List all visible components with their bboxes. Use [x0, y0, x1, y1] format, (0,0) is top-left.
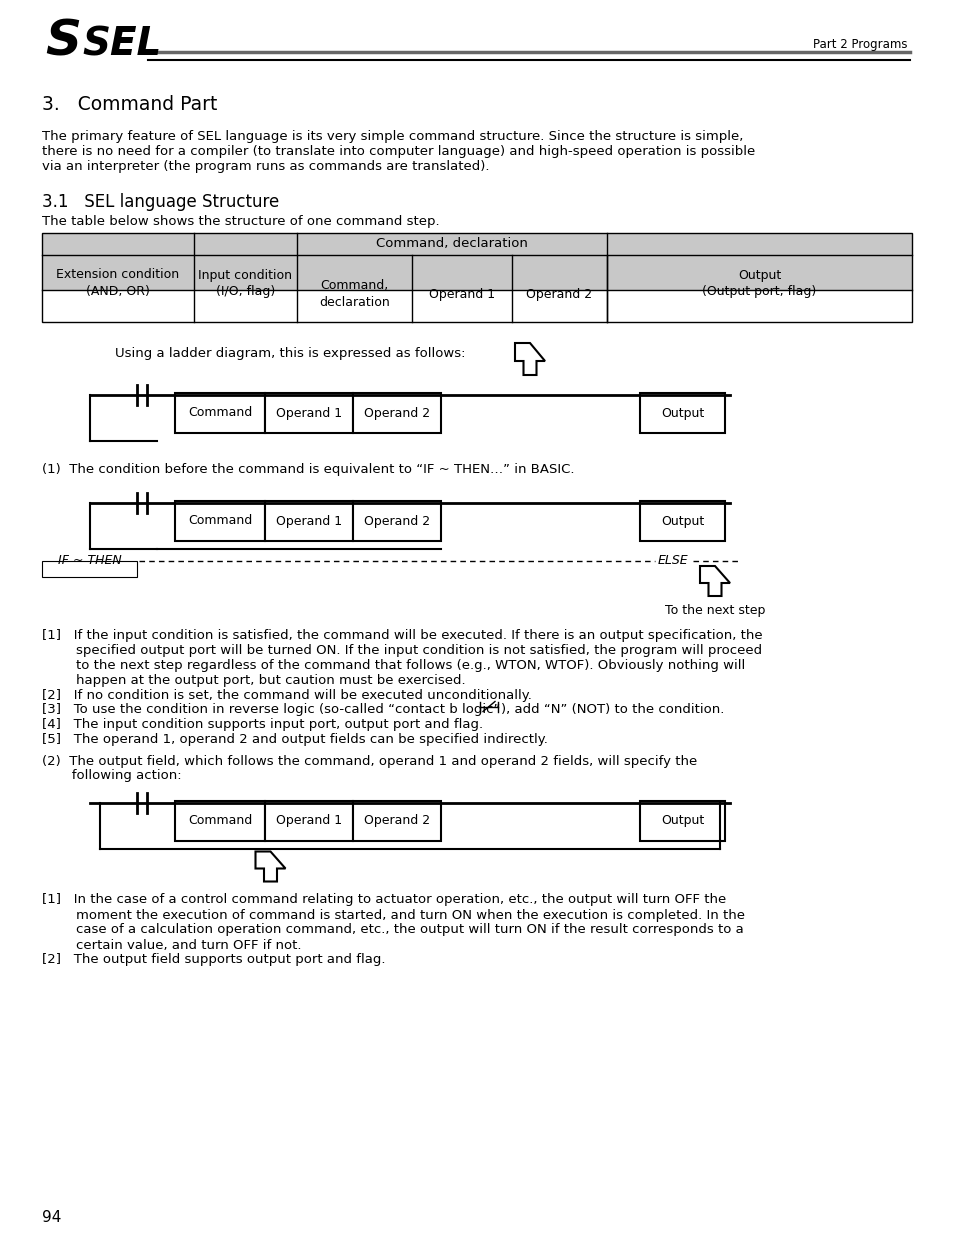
Text: 94: 94 — [42, 1210, 61, 1225]
Text: Operand 1: Operand 1 — [429, 288, 495, 301]
Bar — [353, 393, 440, 433]
Text: Operand 2: Operand 2 — [526, 288, 592, 301]
Bar — [639, 501, 724, 541]
Text: Extension condition
(AND, OR): Extension condition (AND, OR) — [56, 268, 179, 299]
Text: To the next step: To the next step — [664, 604, 764, 618]
Bar — [639, 800, 724, 841]
Text: Command: Command — [188, 515, 252, 527]
Text: Operand 2: Operand 2 — [363, 515, 430, 527]
Text: [1]   In the case of a control command relating to actuator operation, etc., the: [1] In the case of a control command rel… — [42, 893, 744, 951]
Text: [5]   The operand 1, operand 2 and output fields can be specified indirectly.: [5] The operand 1, operand 2 and output … — [42, 732, 547, 746]
Text: Operand 2: Operand 2 — [363, 814, 430, 827]
Text: [4]   The input condition supports input port, output port and flag.: [4] The input condition supports input p… — [42, 718, 482, 731]
Text: Operand 1: Operand 1 — [275, 814, 342, 827]
Polygon shape — [515, 343, 544, 375]
Text: Output: Output — [660, 406, 703, 420]
Text: Command: Command — [188, 814, 252, 827]
Text: IF ~ THEN: IF ~ THEN — [57, 555, 121, 568]
Text: Command, declaration: Command, declaration — [375, 237, 527, 251]
Text: 3.   Command Part: 3. Command Part — [42, 95, 217, 114]
Text: Part 2 Programs: Part 2 Programs — [813, 38, 907, 51]
Text: (1)  The condition before the command is equivalent to “IF ~ THEN…” in BASIC.: (1) The condition before the command is … — [42, 463, 574, 475]
Polygon shape — [255, 851, 285, 882]
Text: ELSE: ELSE — [658, 555, 688, 568]
Text: Command,
declaration: Command, declaration — [319, 279, 390, 310]
Bar — [174, 800, 265, 841]
Text: Operand 1: Operand 1 — [275, 406, 342, 420]
Bar — [174, 501, 265, 541]
Text: Output: Output — [660, 814, 703, 827]
Text: 3.1   SEL language Structure: 3.1 SEL language Structure — [42, 193, 279, 211]
Text: [3]   To use the condition in reverse logic (so-called “contact b logic”: [3] To use the condition in reverse logi… — [42, 704, 504, 716]
Text: The table below shows the structure of one command step.: The table below shows the structure of o… — [42, 215, 439, 228]
Bar — [639, 393, 724, 433]
Bar — [265, 393, 353, 433]
Text: (2)  The output field, which follows the command, operand 1 and operand 2 fields: (2) The output field, which follows the … — [42, 755, 697, 783]
Text: The primary feature of SEL language is its very simple command structure. Since : The primary feature of SEL language is i… — [42, 130, 755, 173]
Bar — [42, 233, 911, 290]
Text: Operand 1: Operand 1 — [275, 515, 342, 527]
Text: [1]   If the input condition is satisfied, the command will be executed. If ther: [1] If the input condition is satisfied,… — [42, 629, 761, 687]
Text: ), add “N” (NOT) to the condition.: ), add “N” (NOT) to the condition. — [500, 704, 723, 716]
Text: Operand 2: Operand 2 — [363, 406, 430, 420]
Bar — [42, 290, 911, 322]
Text: S: S — [45, 19, 81, 65]
Text: Output
(Output port, flag): Output (Output port, flag) — [701, 268, 816, 299]
Bar — [353, 800, 440, 841]
Polygon shape — [700, 566, 729, 597]
Text: [2]   If no condition is set, the command will be executed unconditionally.: [2] If no condition is set, the command … — [42, 689, 532, 701]
Bar — [353, 501, 440, 541]
Text: SEL: SEL — [82, 25, 161, 63]
Bar — [265, 800, 353, 841]
Text: Output: Output — [660, 515, 703, 527]
Bar — [42, 561, 137, 577]
Text: [2]   The output field supports output port and flag.: [2] The output field supports output por… — [42, 953, 385, 967]
Text: Using a ladder diagram, this is expressed as follows:: Using a ladder diagram, this is expresse… — [115, 347, 465, 359]
Text: Command: Command — [188, 406, 252, 420]
Text: Input condition
(I/O, flag): Input condition (I/O, flag) — [198, 268, 293, 299]
Bar — [174, 393, 265, 433]
Bar — [42, 233, 911, 322]
Bar — [265, 501, 353, 541]
